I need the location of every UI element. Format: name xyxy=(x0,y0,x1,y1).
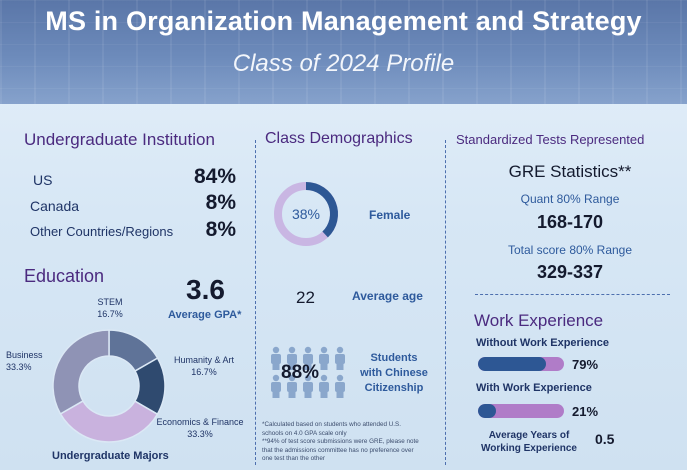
person-icon xyxy=(271,346,281,370)
years-label-line2: Working Experience xyxy=(481,443,577,454)
header-background-pattern xyxy=(0,0,687,104)
years-experience-value: 0.5 xyxy=(595,431,615,447)
gpa-label: Average GPA* xyxy=(168,309,242,321)
major-label-business: Business 33.3% xyxy=(6,349,50,373)
chinese-citizenship-pct: 88% xyxy=(281,362,320,383)
header-banner: MS in Organization Management and Strate… xyxy=(0,0,687,104)
person-icon xyxy=(287,346,297,370)
undergrad-label-other: Other Countries/Regions xyxy=(30,224,174,239)
undergrad-section-title: Undergraduate Institution xyxy=(24,130,215,149)
gre-title: GRE Statistics** xyxy=(508,162,632,181)
years-label-line1: Average Years of xyxy=(488,430,570,441)
column-divider-right xyxy=(445,140,446,465)
major-label-humanity: Humanity & Art 16.7% xyxy=(164,354,244,378)
tests-section-title: Standardized Tests Represented xyxy=(456,132,645,147)
major-label-economics: Economics & Finance 33.3% xyxy=(150,416,250,440)
without-work-pct: 79% xyxy=(572,357,599,372)
without-work-bar xyxy=(478,357,564,371)
education-section-title: Education xyxy=(24,266,105,286)
with-work-bar-fill xyxy=(478,404,497,418)
years-experience-label: Average Years of Working Experience xyxy=(476,429,582,455)
chinese-label-line3: Citizenship xyxy=(364,382,424,394)
person-icon xyxy=(271,374,281,398)
chinese-label-line1: Students xyxy=(370,352,418,364)
total-range-label: Total score 80% Range xyxy=(507,243,633,257)
gpa-value: 3.6 xyxy=(186,274,225,305)
person-icon xyxy=(319,374,329,398)
person-icon xyxy=(319,346,329,370)
with-work-pct: 21% xyxy=(572,404,599,419)
without-work-bar-fill xyxy=(478,357,546,371)
person-icon xyxy=(303,374,313,398)
major-pct-business: 33.3% xyxy=(6,362,32,372)
page-title: MS in Organization Management and Strate… xyxy=(45,6,642,36)
chinese-citizenship-label: Students with Chinese Citizenship xyxy=(356,351,432,396)
header-background-pattern-rows xyxy=(0,0,687,104)
majors-donut-chart xyxy=(52,329,166,443)
footnote-line4: that the admissions committee has no pre… xyxy=(262,446,414,454)
with-work-label: With Work Experience xyxy=(476,382,592,394)
female-ring-arc xyxy=(305,182,338,238)
demographics-section-title: Class Demographics xyxy=(265,130,413,147)
footnote-line1: *Calculated based on students who attend… xyxy=(262,421,401,428)
major-pct-humanity: 16.7% xyxy=(191,367,217,377)
major-name-stem: STEM xyxy=(97,297,123,307)
average-age-label: Average age xyxy=(352,289,423,303)
major-name-humanity: Humanity & Art xyxy=(173,355,235,365)
major-name-economics: Economics & Finance xyxy=(156,417,244,427)
major-pct-economics: 33.3% xyxy=(187,429,213,439)
person-icon xyxy=(335,346,345,370)
major-pct-stem: 16.7% xyxy=(97,309,123,319)
female-label: Female xyxy=(369,208,411,222)
page-subtitle: Class of 2024 Profile xyxy=(232,50,455,77)
right-column-separator xyxy=(475,294,670,295)
without-work-label: Without Work Experience xyxy=(476,337,609,349)
donut-slice-business xyxy=(52,329,110,415)
undergrad-value-canada: 8% xyxy=(205,191,236,214)
undergrad-label-canada: Canada xyxy=(30,198,80,214)
quant-range-label: Quant 80% Range xyxy=(520,192,620,206)
quant-range-value: 168-170 xyxy=(536,212,604,232)
major-name-business: Business xyxy=(6,350,43,360)
column-divider-left xyxy=(255,140,256,465)
undergrad-value-other: 8% xyxy=(205,218,236,241)
average-age-value: 22 xyxy=(296,288,315,307)
undergrad-value-us: 84% xyxy=(193,165,236,188)
person-icon xyxy=(287,374,297,398)
major-label-stem: STEM 16.7% xyxy=(88,296,132,320)
total-range-value: 329-337 xyxy=(536,262,604,282)
person-icon xyxy=(303,346,313,370)
donut-slice-economics-finance xyxy=(59,399,159,443)
footnote-line5: one test than the other xyxy=(262,455,326,462)
work-section-title: Work Experience xyxy=(474,311,604,330)
person-icon xyxy=(335,374,345,398)
footnotes: *Calculated based on students who attend… xyxy=(262,421,444,464)
chinese-label-line2: with Chinese xyxy=(360,367,428,379)
majors-chart-title: Undergraduate Majors xyxy=(52,450,169,462)
people-icons-grid xyxy=(271,346,345,398)
footnote-line2: schools on 4.0 GPA scale only xyxy=(262,429,347,437)
female-pct: 38% xyxy=(291,206,321,222)
footnote-line3: **94% of test score submissions were GRE… xyxy=(262,438,419,445)
with-work-bar xyxy=(478,404,564,418)
undergrad-label-us: US xyxy=(33,172,53,188)
female-ring-chart xyxy=(274,182,338,246)
